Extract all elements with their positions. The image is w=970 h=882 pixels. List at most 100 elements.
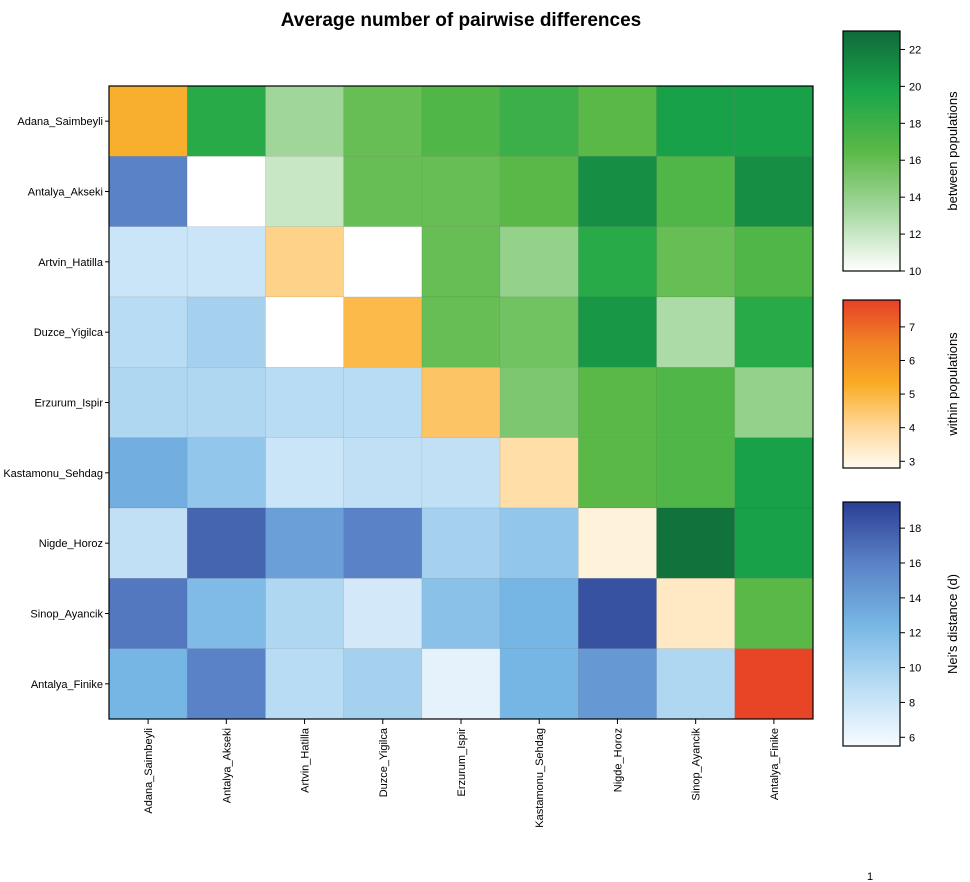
heatmap-cell-r7-c2 xyxy=(186,507,266,579)
footnote: 1 xyxy=(867,871,873,882)
heatmap-cell-r9-c9 xyxy=(734,648,814,720)
heatmap-cell-r1-c5 xyxy=(421,85,501,157)
heatmap-cell-r3-c6 xyxy=(499,226,579,298)
heatmap-cell-r2-c3 xyxy=(265,156,344,227)
row-label: Sinop_Ayancik xyxy=(30,609,103,621)
heatmap-cell-r3-c2 xyxy=(186,226,266,298)
heatmap-cell-r7-c6 xyxy=(499,507,579,579)
heatmap-cell-r9-c3 xyxy=(265,648,344,720)
row-label: Kastamonu_Sehdag xyxy=(3,468,103,480)
heatmap-cell-r7-c1 xyxy=(108,507,188,579)
heatmap-cell-r4-c8 xyxy=(656,296,736,368)
heatmap-cells xyxy=(108,85,814,720)
heatmap-cell-r3-c8 xyxy=(656,226,736,298)
heatmap-cell-r3-c3 xyxy=(265,226,344,298)
heatmap-cell-r8-c3 xyxy=(265,578,344,649)
heatmap-cell-r8-c7 xyxy=(578,578,657,649)
heatmap-cell-r9-c6 xyxy=(499,648,579,720)
heatmap-cell-r4-c2 xyxy=(186,296,266,368)
heatmap-cell-r5-c9 xyxy=(734,367,814,438)
heatmap-cell-r7-c5 xyxy=(421,507,501,579)
heatmap-cell-r5-c3 xyxy=(265,367,344,438)
colorbar-tick-label: 16 xyxy=(909,558,921,570)
chart-title: Average number of pairwise differences xyxy=(281,10,641,31)
column-labels: Adana_Saimbeyli Antalya_Akseki Artvin_Hati… xyxy=(143,719,781,828)
colorbar-tick-label: 6 xyxy=(909,732,915,744)
heatmap-cell-r1-c2 xyxy=(186,85,266,157)
heatmap-cell-r7-c4 xyxy=(343,507,423,579)
heatmap-cell-r9-c2 xyxy=(186,648,266,720)
colorbar-tick-label: 4 xyxy=(909,423,915,435)
column-label: Antalya_Finike xyxy=(769,728,781,800)
heatmap-cell-r8-c9 xyxy=(734,578,814,649)
heatmap-cell-r6-c2 xyxy=(186,437,266,509)
heatmap-cell-r1-c8 xyxy=(656,85,736,157)
heatmap-cell-r5-c4 xyxy=(343,367,423,438)
heatmap-cell-r6-c5 xyxy=(421,437,501,509)
heatmap-cell-r8-c2 xyxy=(186,578,266,649)
heatmap-cell-r6-c7 xyxy=(578,437,657,509)
heatmap-cell-r6-c8 xyxy=(656,437,736,509)
column-label: Duzce_Yigilca xyxy=(378,727,390,797)
heatmap-cell-r7-c8 xyxy=(656,507,736,579)
colorbar-label-nei: Nei's distance (d) xyxy=(945,574,960,674)
heatmap-cell-r4-c5 xyxy=(421,296,501,368)
heatmap-cell-r1-c4 xyxy=(343,85,423,157)
row-label: Nigde_Horoz xyxy=(39,538,103,550)
heatmap-cell-r2-c1 xyxy=(108,156,188,227)
heatmap-cell-r1-c3 xyxy=(265,85,344,157)
colorbar-tick-label: 10 xyxy=(909,663,921,675)
column-label: Sinop_Ayancik xyxy=(691,728,703,801)
colorbar-tick-label: 12 xyxy=(909,628,921,640)
heatmap-cell-r7-c7 xyxy=(578,507,657,579)
heatmap-cell-r3-c9 xyxy=(734,226,814,298)
colorbar-tick-label: 12 xyxy=(909,229,921,241)
heatmap-cell-r8-c6 xyxy=(499,578,579,649)
heatmap-cell-r6-c1 xyxy=(108,437,188,509)
row-label: Duzce_Yigilca xyxy=(34,327,104,339)
heatmap-cell-r6-c6 xyxy=(499,437,579,509)
colorbar-tick-label: 14 xyxy=(909,192,921,204)
row-label: Artvin_Hatilla xyxy=(38,257,104,269)
colorbar-between xyxy=(842,30,901,272)
row-label: Antalya_Finike xyxy=(31,679,103,691)
heatmap-cell-r1-c7 xyxy=(578,85,657,157)
heatmap-cell-r9-c5 xyxy=(421,648,501,720)
heatmap-cell-r5-c8 xyxy=(656,367,736,438)
colorbar-label-within: within populations xyxy=(945,332,960,437)
colorbar-nei xyxy=(842,501,901,747)
colorbars: 10 12 14 16 18 20 22 between populations 3 4 5 6 7 wi… xyxy=(842,30,960,747)
heatmap-cell-r4-c4 xyxy=(343,296,423,368)
heatmap-cell-r2-c4 xyxy=(343,156,423,227)
heatmap-cell-r4-c9 xyxy=(734,296,814,368)
heatmap-cell-r1-c1 xyxy=(108,85,188,157)
row-labels: Adana_Saimbeyli Antalya_Akseki Artvin_Hati… xyxy=(3,116,109,691)
colorbar-tick-label: 14 xyxy=(909,593,921,605)
colorbar-tick-label: 10 xyxy=(909,266,921,278)
heatmap-cell-r5-c7 xyxy=(578,367,657,438)
heatmap-cell-r5-c6 xyxy=(499,367,579,438)
colorbar-tick-label: 16 xyxy=(909,155,921,167)
heatmap-cell-r9-c1 xyxy=(108,648,188,720)
colorbar-within xyxy=(842,299,901,469)
column-label: Adana_Saimbeyli xyxy=(143,728,155,814)
heatmap-cell-r5-c2 xyxy=(186,367,266,438)
heatmap-cell-r5-c1 xyxy=(108,367,188,438)
colorbar-tick-label: 3 xyxy=(909,456,915,468)
heatmap-cell-r8-c8 xyxy=(656,578,736,649)
heatmap-cell-r6-c9 xyxy=(734,437,814,509)
heatmap-cell-r9-c7 xyxy=(578,648,657,720)
row-label: Erzurum_Ispir xyxy=(35,398,104,410)
heatmap-cell-r3-c1 xyxy=(108,226,188,298)
heatmap-cell-r4-c1 xyxy=(108,296,188,368)
heatmap-cell-r6-c4 xyxy=(343,437,423,509)
colorbar-tick-label: 18 xyxy=(909,523,921,535)
heatmap-cell-r4-c3 xyxy=(265,296,344,368)
heatmap-cell-r1-c9 xyxy=(734,85,814,157)
row-label: Antalya_Akseki xyxy=(28,187,103,199)
column-label: Antalya_Akseki xyxy=(221,728,233,803)
colorbar-tick-label: 5 xyxy=(909,389,915,401)
colorbar-tick-label: 20 xyxy=(909,81,921,93)
heatmap-cell-r3-c7 xyxy=(578,226,657,298)
